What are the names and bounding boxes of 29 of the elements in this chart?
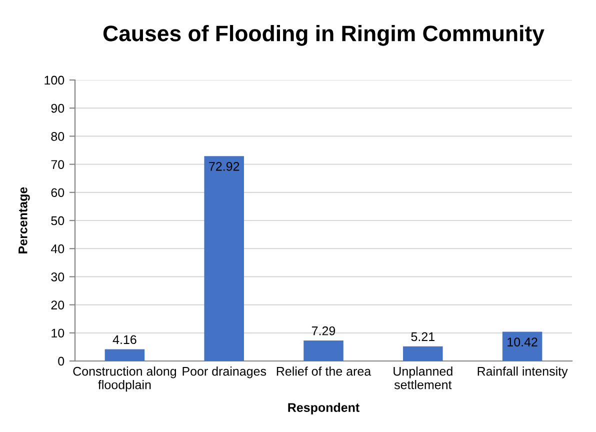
y-tick-label: 100 [44,76,64,85]
x-tick-label: Poor drainages [182,366,266,378]
data-label: 72.92 [209,162,240,171]
y-tick-label: 80 [51,132,64,141]
bar [204,156,244,361]
y-tick-label: 20 [51,300,64,310]
y-tick-label: 10 [52,328,64,338]
x-tick-label: Construction along floodplain [73,366,176,392]
x-axis-title: Respondent [288,402,360,414]
chart-title: Causes of Flooding in Ringim Community [103,25,544,46]
y-tick-label: 30 [51,272,64,282]
x-tick-label: Unplanned settlement [394,366,452,390]
y-tick-label: 40 [50,244,64,254]
y-tick-label: 90 [51,104,64,113]
y-tick-label: 50 [51,216,64,226]
bar [502,332,542,361]
data-label: 4.16 [112,335,136,344]
y-tick-label: 60 [51,188,64,198]
bar [304,340,344,361]
x-tick-label: Relief of the area [276,366,372,376]
y-tick-label: 0 [58,356,64,366]
bar [104,349,145,361]
data-label: 10.42 [508,338,538,346]
data-label: 5.21 [411,332,434,342]
y-tick-label: 70 [51,160,64,169]
bar [403,346,443,361]
y-axis-title: Percentage [18,187,30,254]
data-label: 7.29 [312,326,336,336]
x-tick-label: Rainfall intensity [478,366,568,378]
